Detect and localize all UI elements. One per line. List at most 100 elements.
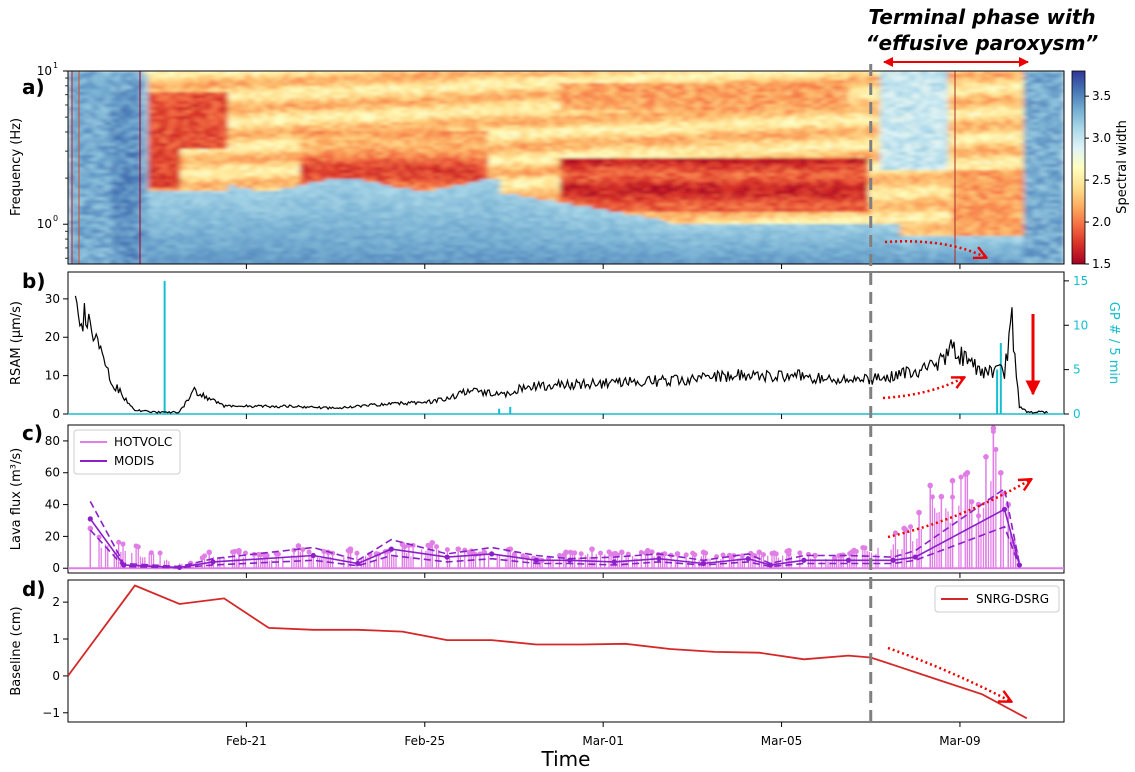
heatmap-cell	[312, 125, 317, 129]
heatmap-cell	[68, 206, 73, 210]
heatmap-cell	[80, 257, 85, 261]
heatmap-cell	[256, 149, 261, 153]
heatmap-cell	[200, 206, 205, 210]
heatmap-cell	[80, 146, 85, 150]
heatmap-cell	[196, 236, 201, 240]
heatmap-cell	[200, 101, 205, 105]
heatmap-cell	[304, 116, 309, 120]
heatmap-cell	[272, 80, 277, 84]
heatmap-cell	[364, 185, 369, 189]
heatmap-cell	[152, 260, 157, 264]
heatmap-cell	[268, 80, 273, 84]
heatmap-cell	[244, 143, 249, 147]
heatmap-cell	[324, 116, 329, 120]
heatmap-cell	[156, 248, 161, 252]
heatmap-cell	[356, 206, 361, 210]
heatmap-cell	[228, 77, 233, 81]
heatmap-cell	[328, 86, 333, 90]
heatmap-cell	[96, 215, 101, 219]
heatmap-cell	[132, 224, 137, 228]
heatmap-cell	[196, 134, 201, 138]
heatmap-cell	[260, 92, 265, 96]
heatmap-cell	[92, 119, 97, 123]
heatmap-cell	[136, 242, 141, 246]
heatmap-cell	[360, 134, 365, 138]
heatmap-cell	[140, 167, 145, 171]
heatmap-cell	[164, 212, 169, 216]
heatmap-cell	[288, 173, 293, 177]
heatmap-cell	[100, 197, 105, 201]
heatmap-cell	[304, 254, 309, 258]
heatmap-cell	[164, 224, 169, 228]
heatmap-cell	[300, 194, 305, 198]
heatmap-cell	[248, 233, 253, 237]
heatmap-cell	[304, 224, 309, 228]
heatmap-cell	[304, 131, 309, 135]
heatmap-cell	[332, 203, 337, 207]
heatmap-cell	[252, 203, 257, 207]
heatmap-cell	[176, 179, 181, 183]
heatmap-cell	[228, 203, 233, 207]
heatmap-cell	[148, 158, 153, 162]
heatmap-cell	[268, 191, 273, 195]
heatmap-cell	[264, 143, 269, 147]
heatmap-cell	[360, 236, 365, 240]
heatmap-cell	[284, 143, 289, 147]
heatmap-cell	[196, 122, 201, 126]
heatmap-cell	[120, 188, 125, 192]
heatmap-cell	[336, 143, 341, 147]
heatmap-cell	[308, 122, 313, 126]
heatmap-cell	[340, 155, 345, 159]
heatmap-cell	[316, 137, 321, 141]
heatmap-cell	[88, 167, 93, 171]
heatmap-cell	[196, 104, 201, 108]
heatmap-cell	[284, 167, 289, 171]
heatmap-cell	[336, 182, 341, 186]
heatmap-cell	[192, 89, 197, 93]
heatmap-cell	[340, 149, 345, 153]
heatmap-cell	[248, 218, 253, 222]
heatmap-cell	[136, 254, 141, 258]
heatmap-cell	[312, 89, 317, 93]
heatmap-cell	[348, 158, 353, 162]
heatmap-cell	[224, 236, 229, 240]
heatmap-cell	[352, 137, 357, 141]
heatmap-cell	[140, 188, 145, 192]
heatmap-cell	[300, 125, 305, 129]
heatmap-cell	[220, 161, 225, 165]
heatmap-cell	[244, 188, 249, 192]
heatmap-cell	[80, 173, 85, 177]
heatmap-cell	[288, 128, 293, 132]
heatmap-cell	[264, 194, 269, 198]
heatmap-cell	[184, 158, 189, 162]
heatmap-cell	[324, 98, 329, 102]
heatmap-cell	[204, 152, 209, 156]
heatmap-cell	[336, 233, 341, 237]
heatmap-cell	[196, 149, 201, 153]
heatmap-cell	[88, 101, 93, 105]
heatmap-cell	[320, 104, 325, 108]
heatmap-cell	[132, 203, 137, 207]
heatmap-cell	[272, 230, 277, 234]
heatmap-cell	[180, 116, 185, 120]
heatmap-cell	[124, 110, 129, 114]
heatmap-cell	[344, 77, 349, 81]
heatmap-cell	[160, 101, 165, 105]
heatmap-cell	[288, 209, 293, 213]
heatmap-cell	[100, 191, 105, 195]
heatmap-cell	[84, 221, 89, 225]
heatmap-cell	[88, 260, 93, 264]
heatmap-cell	[188, 215, 193, 219]
heatmap-cell	[284, 104, 289, 108]
heatmap-cell	[336, 92, 341, 96]
heatmap-cell	[236, 203, 241, 207]
heatmap-cell	[208, 212, 213, 216]
heatmap-cell	[232, 164, 237, 168]
heatmap-cell	[284, 254, 289, 258]
heatmap-cell	[72, 101, 77, 105]
heatmap-cell	[208, 158, 213, 162]
heatmap-cell	[224, 203, 229, 207]
heatmap-cell	[372, 137, 377, 141]
heatmap-cell	[244, 182, 249, 186]
heatmap-cell	[108, 221, 113, 225]
